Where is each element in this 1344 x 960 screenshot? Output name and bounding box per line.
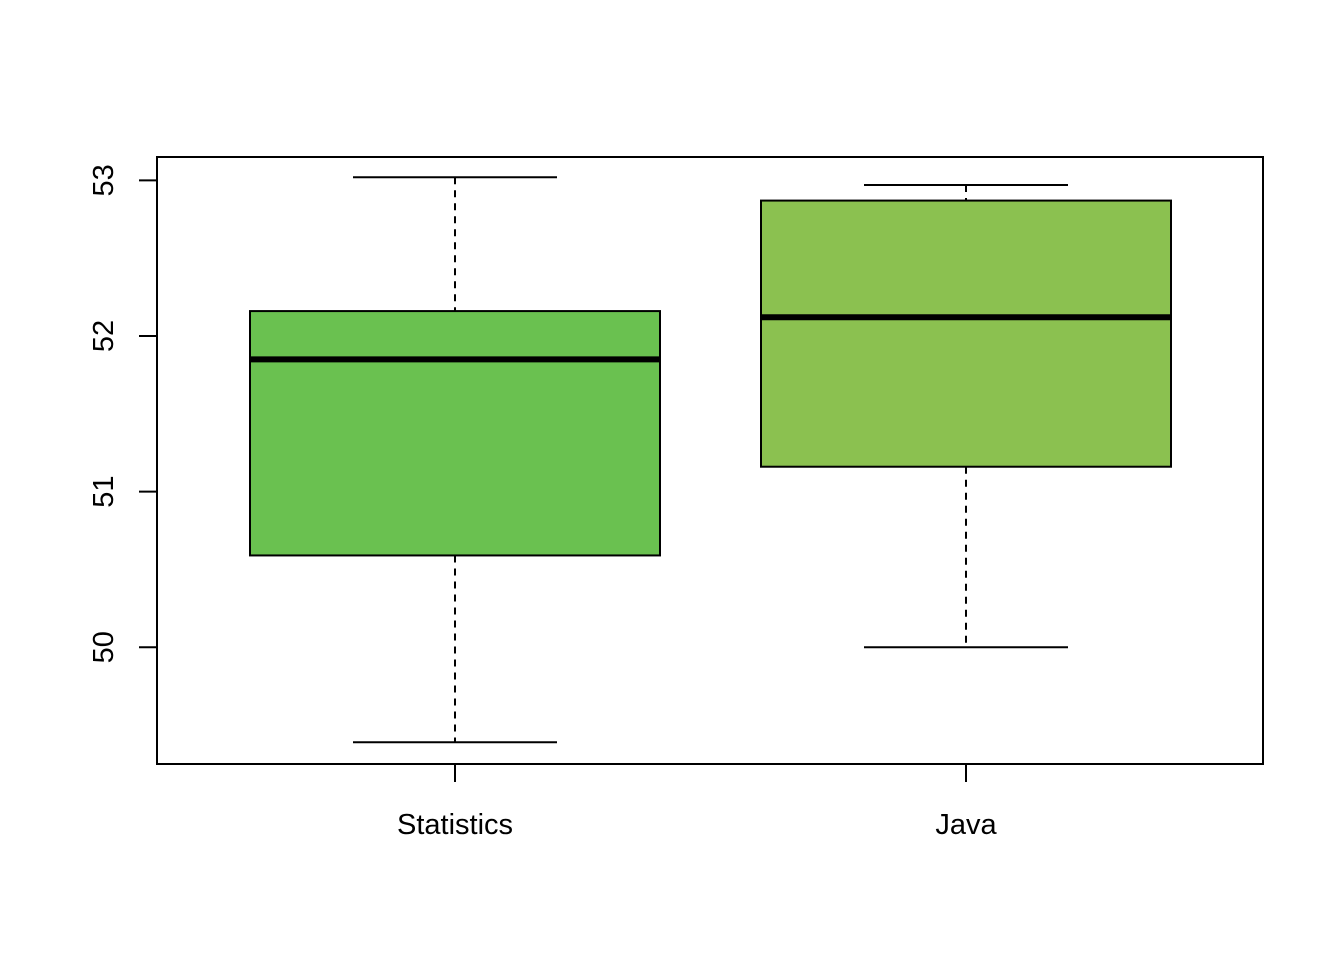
x-axis: Statistics Java: [397, 764, 997, 841]
iqr-box: [249, 310, 661, 557]
y-tick-label: 50: [88, 631, 120, 663]
y-tick-label: 51: [88, 475, 120, 507]
box-series: [249, 176, 1172, 744]
x-tick-label: Java: [935, 809, 997, 841]
y-tick-label: 53: [88, 164, 120, 196]
box-java: [760, 184, 1172, 649]
box-statistics: [249, 176, 661, 744]
iqr-box: [760, 199, 1172, 468]
y-tick-label: 52: [88, 320, 120, 352]
x-tick-label: Statistics: [397, 809, 513, 841]
y-axis: 50 51 52 53: [88, 164, 158, 663]
